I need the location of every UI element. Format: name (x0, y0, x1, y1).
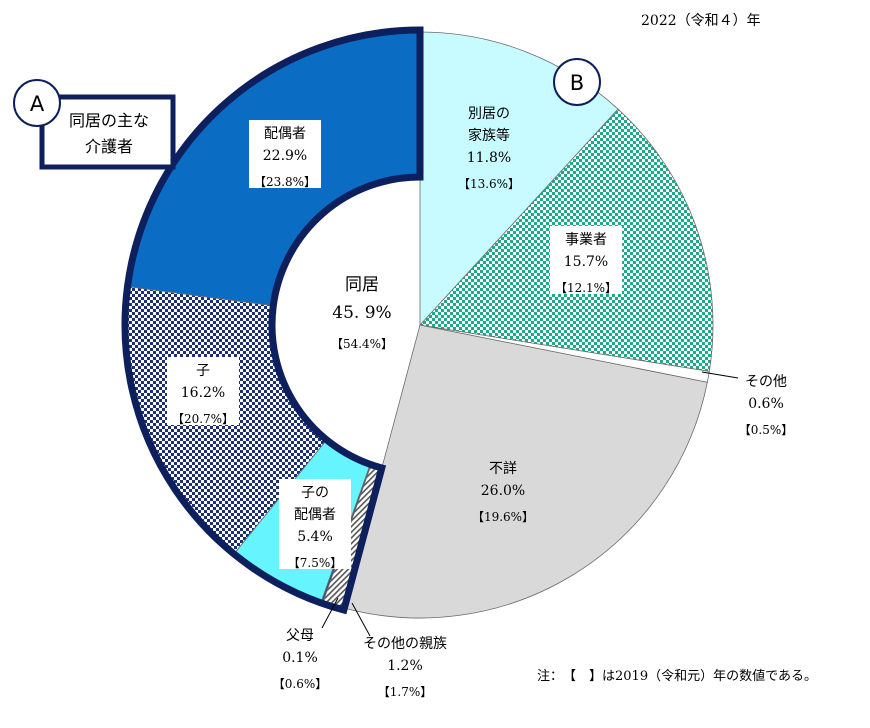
slice-name: その他の親族 (363, 636, 447, 652)
center-previous: 【54.4%】 (331, 337, 393, 351)
slice-previous: 【0.5%】 (739, 423, 794, 437)
year-label: 2022（令和４）年 (641, 13, 761, 29)
group-a-label-box (39, 94, 176, 170)
label-other: その他 0.6% 【0.5%】 (739, 374, 794, 437)
slice-name: 不詳 (489, 461, 517, 477)
label-child: 子 16.2% 【20.7%】 (167, 357, 239, 426)
group-a-label-line1: 同居の主な (69, 111, 149, 130)
slice-separate-family (419, 31, 619, 327)
label-other-relatives: その他の親族 1.2% 【1.7%】 (363, 636, 447, 699)
slice-name: 子の (301, 485, 329, 501)
group-a-label-line2: 介護者 (85, 137, 133, 156)
slice-value: 1.2% (387, 658, 423, 674)
label-box (249, 120, 321, 188)
slice-previous: 【1.7%】 (378, 685, 433, 699)
slice-previous: 【19.6%】 (472, 510, 534, 524)
leader-line (351, 602, 371, 637)
label-box (279, 479, 351, 569)
marker-b-circle (553, 58, 601, 106)
center-value: 45. 9% (332, 303, 391, 323)
leader-lines (321, 371, 739, 637)
note-label: 注： 【 】は2019（令和元）年の数値である。 (537, 668, 817, 684)
slice-value: 15.7% (564, 254, 608, 270)
slice-previous: 【13.6%】 (458, 177, 520, 191)
leader-line (321, 597, 339, 629)
leader-line (701, 371, 739, 379)
slice-unknown (343, 324, 708, 619)
group-a-border (121, 26, 424, 615)
marker-a-circle (13, 79, 61, 127)
slice-previous: 【23.8%】 (254, 175, 316, 189)
slice-previous: 【20.7%】 (172, 412, 234, 426)
slice-name: 家族等 (468, 127, 510, 144)
slice-value: 5.4% (297, 529, 333, 545)
marker-b-text: B (570, 71, 584, 95)
slice-name: 父母 (286, 628, 314, 644)
slice-labels: 配偶者22.9%【23.8%】子16.2%【20.7%】子の配偶者5.4%【7.… (167, 106, 793, 699)
slice-name: 配偶者 (294, 507, 336, 523)
slice-name: 事業者 (565, 232, 607, 248)
slice-previous: 【7.5%】 (288, 556, 343, 570)
slice-previous: 【0.6%】 (273, 677, 328, 691)
marker-a-text: A (30, 92, 45, 116)
label-parent: 父母 0.1% 【0.6%】 (273, 628, 328, 691)
center-title: 同居 (345, 275, 379, 295)
slice-value: 26.0% (481, 483, 525, 499)
label-business: 事業者 15.7% 【12.1%】 (550, 226, 622, 295)
slice-value: 0.6% (748, 396, 784, 412)
slice-value: 0.1% (282, 650, 318, 666)
label-unknown: 不詳 26.0% 【19.6%】 (472, 461, 534, 524)
slice-name: 配偶者 (264, 126, 306, 142)
slice-name: 子 (196, 363, 210, 379)
slice-value: 16.2% (181, 385, 225, 401)
label-box (550, 226, 622, 294)
label-spouse: 配偶者 22.9% 【23.8%】 (249, 120, 321, 189)
slice-name: 別居の (468, 106, 510, 122)
group-a-outline (121, 26, 424, 615)
slice-value: 11.8% (467, 150, 511, 166)
slice-name: その他 (745, 374, 787, 390)
slice-previous: 【12.1%】 (555, 281, 617, 295)
slice-value: 22.9% (263, 148, 307, 164)
label-box (167, 357, 239, 425)
